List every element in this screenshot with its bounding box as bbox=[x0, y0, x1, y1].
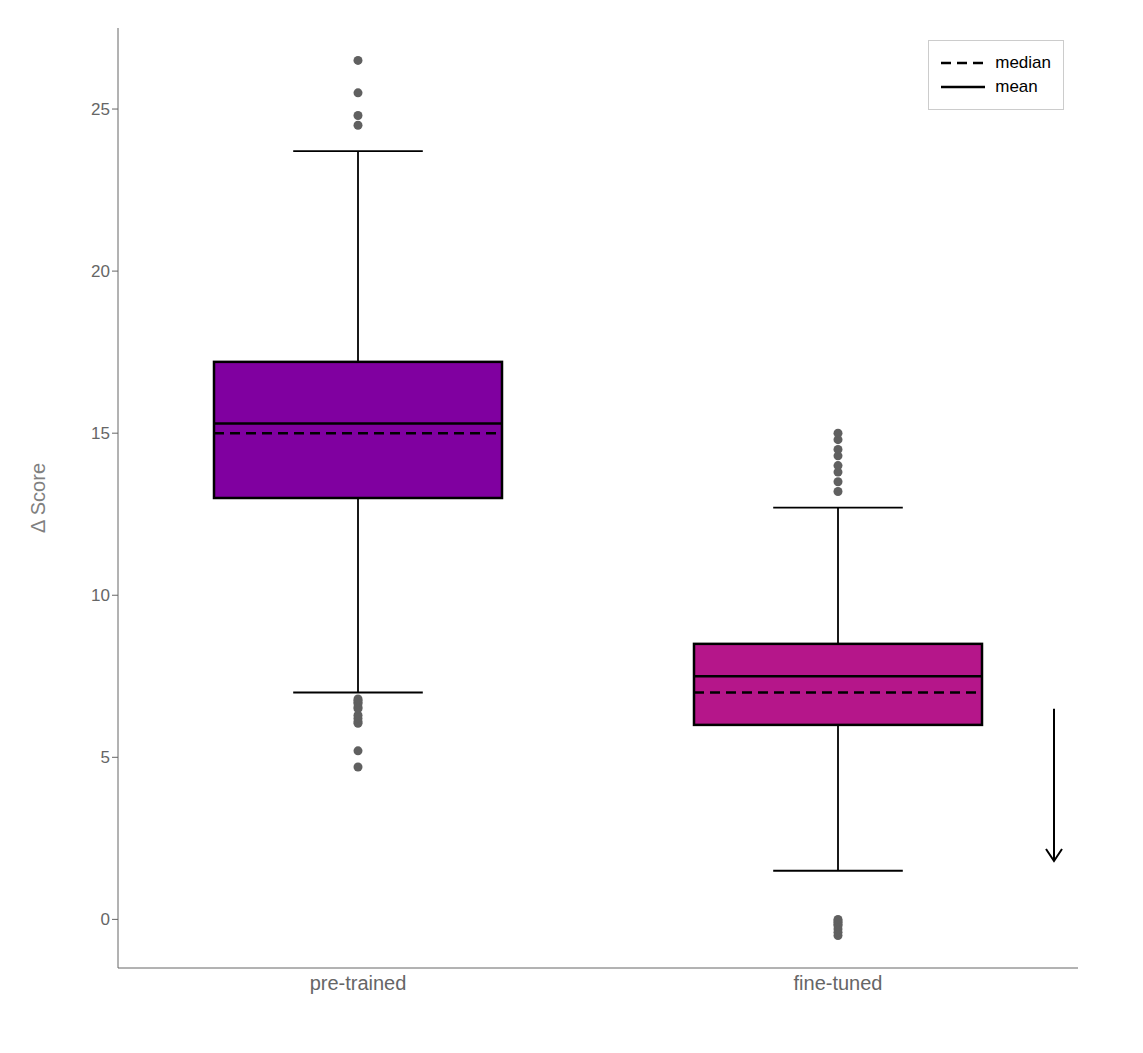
svg-text:15: 15 bbox=[91, 424, 110, 443]
html-text:mean: mean bbox=[995, 77, 1038, 96]
svg-text:0: 0 bbox=[101, 910, 110, 929]
svg-text:Δ Score: Δ Score bbox=[27, 463, 49, 533]
svg-text:5: 5 bbox=[101, 748, 110, 767]
svg-text:pre-trained: pre-trained bbox=[310, 972, 407, 994]
svg-text:10: 10 bbox=[91, 586, 110, 605]
svg-text:20: 20 bbox=[91, 262, 110, 281]
html-text:median: median bbox=[995, 53, 1051, 72]
svg-text:fine-tuned: fine-tuned bbox=[794, 972, 883, 994]
svg-text:25: 25 bbox=[91, 100, 110, 119]
